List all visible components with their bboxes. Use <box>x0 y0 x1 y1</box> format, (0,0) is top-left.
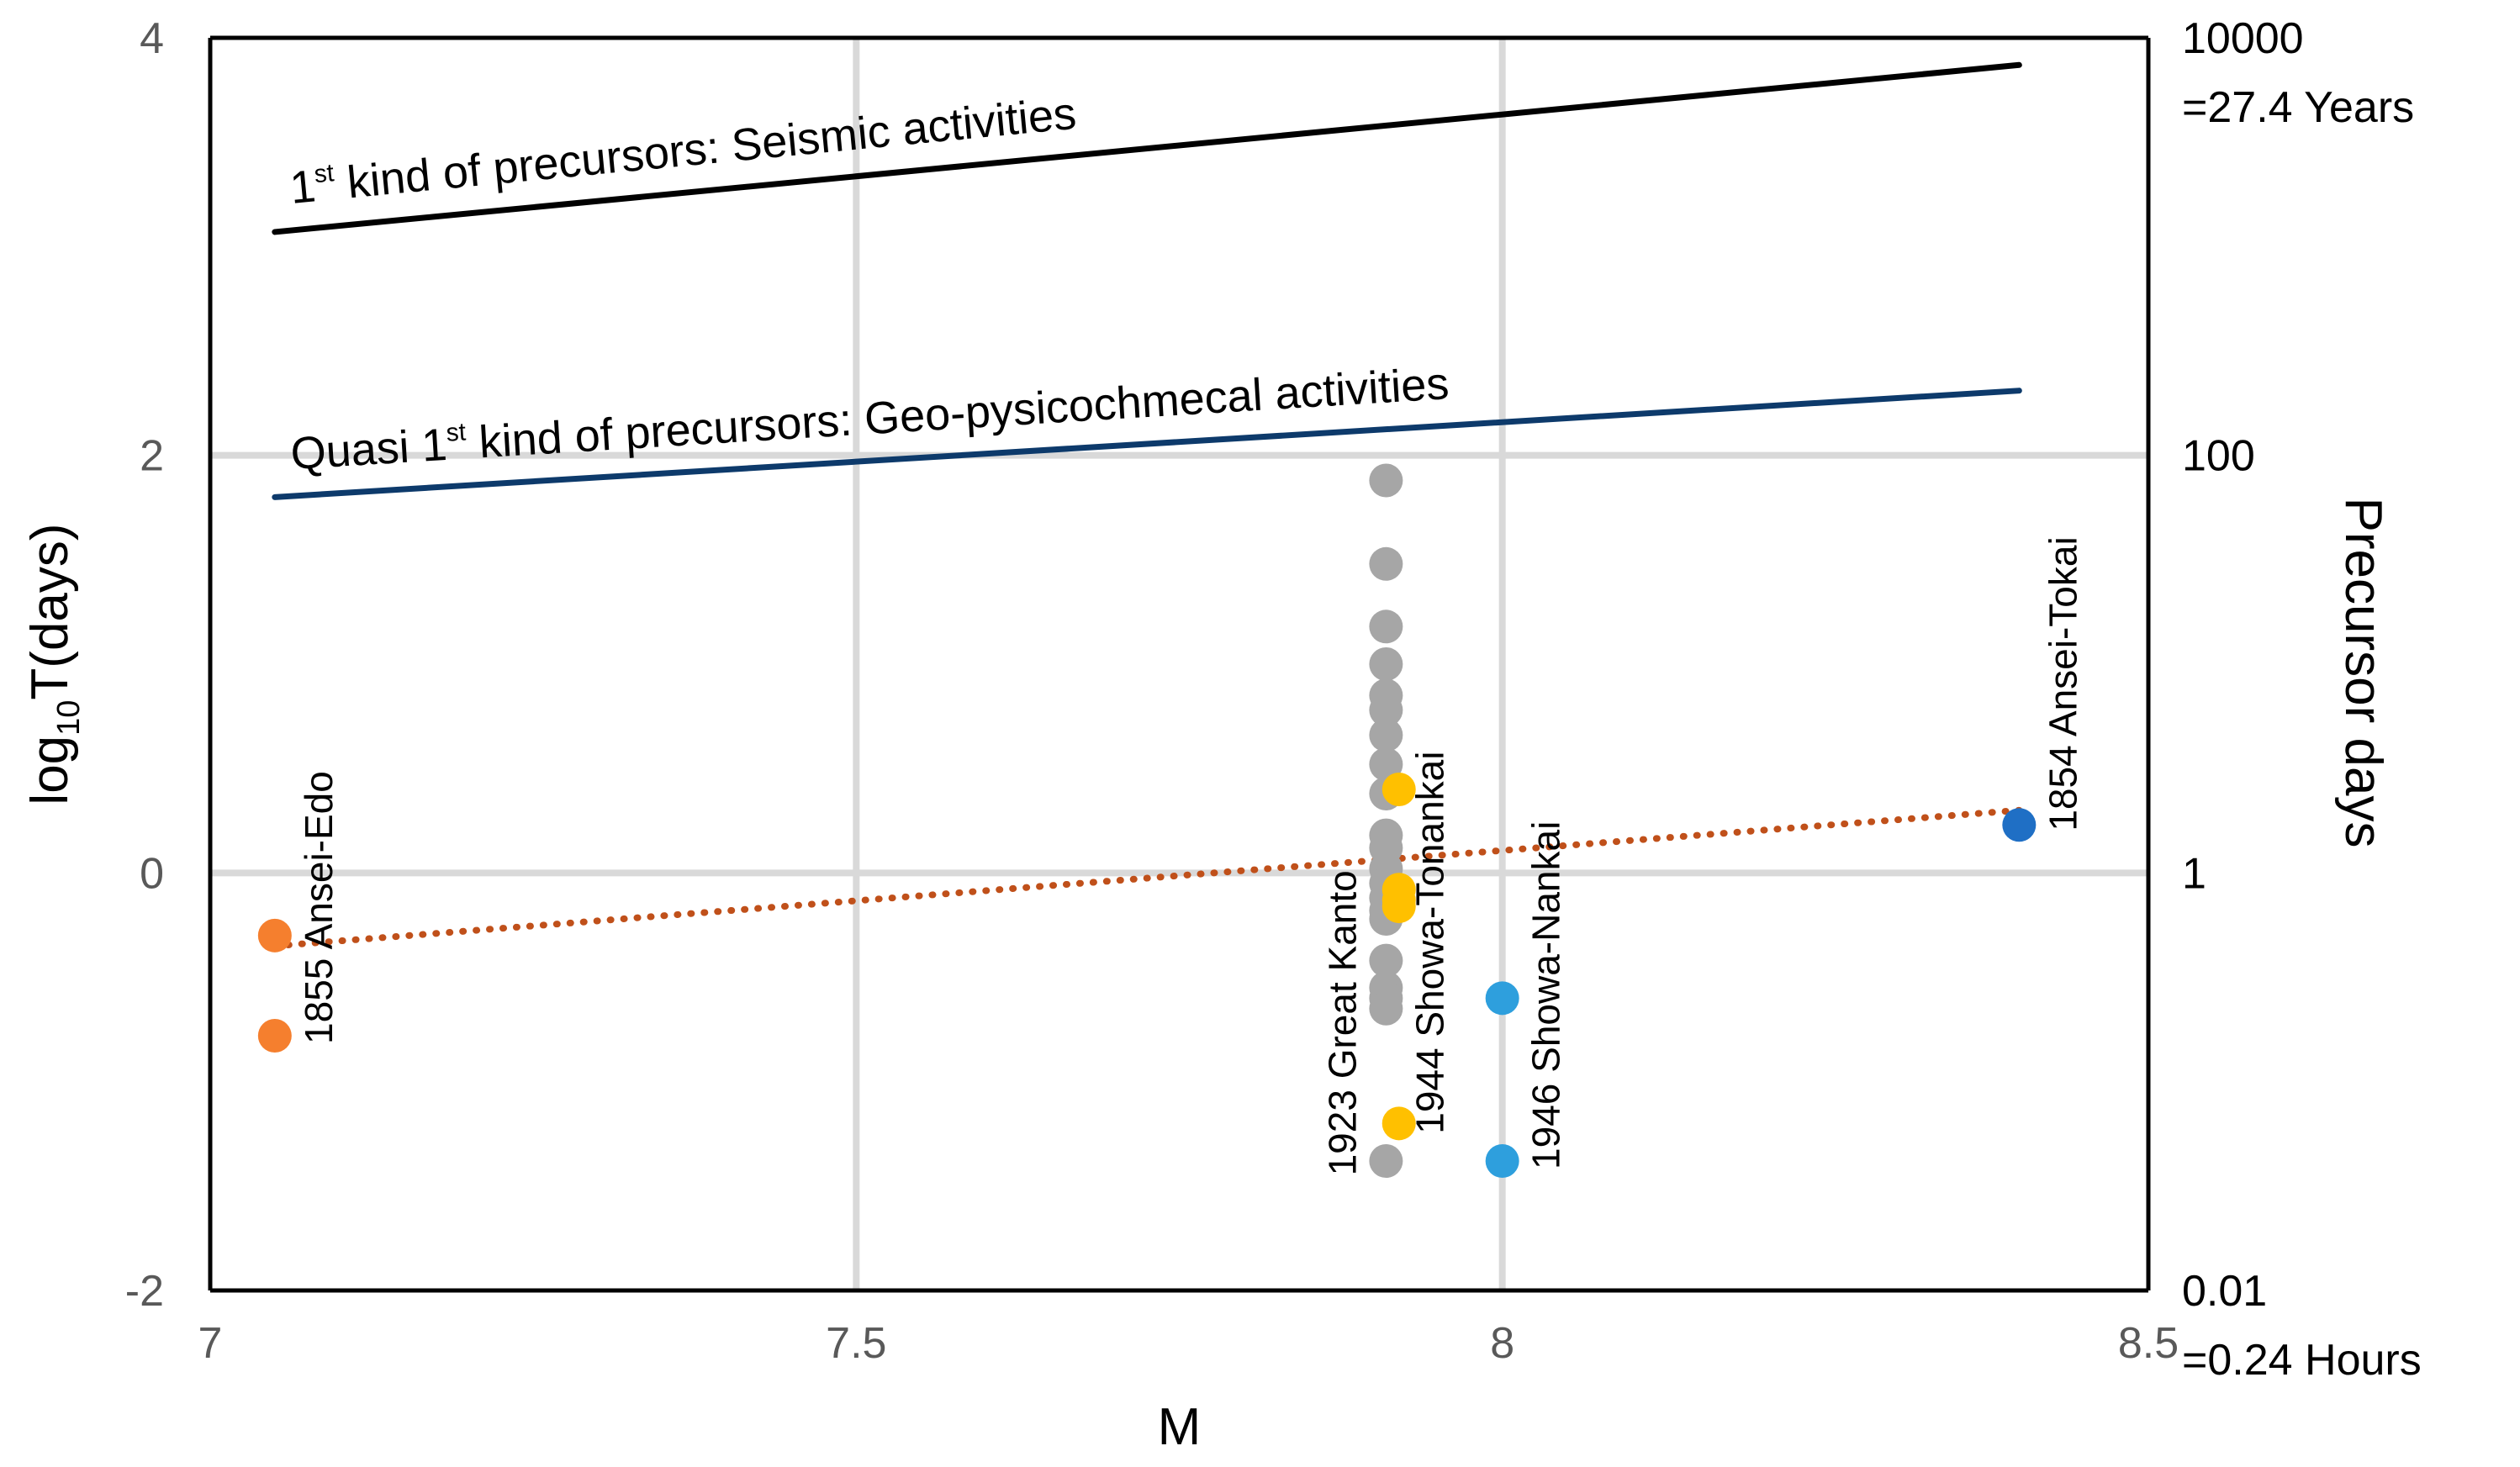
y-axis-title-part: 10 <box>51 700 87 736</box>
y-axis-title: log10T(days) <box>21 523 87 805</box>
right-tick-line: 10000 <box>2182 14 2304 63</box>
data-point <box>2002 808 2037 842</box>
data-point <box>1485 1144 1519 1179</box>
right-tick-line: 1 <box>2182 849 2206 898</box>
y-tick-label: 4 <box>140 14 164 63</box>
data-point <box>257 1019 292 1053</box>
x-tick-label: 7.5 <box>826 1319 886 1368</box>
y-tick-label: -2 <box>125 1267 164 1316</box>
y-axis-title-part: log <box>21 736 79 805</box>
data-point <box>1369 1144 1403 1179</box>
event-label: 1923 Great Kanto <box>1320 870 1364 1175</box>
right-tick-label: 0.01 =0.24 Hours <box>2182 1267 2422 1385</box>
right-tick-line: =27.4 Years <box>2182 83 2414 132</box>
right-tick-label: 10000 =27.4 Years <box>2182 14 2414 132</box>
y-axis-title-part: T(days) <box>21 523 79 699</box>
data-point <box>1382 889 1416 924</box>
event-label: 1946 Showa-Nankai <box>1524 821 1568 1169</box>
event-labels: 1855 Ansei-Edo 1923 Great Kanto 1944 Showa… <box>297 536 2084 1175</box>
right-tick-line: 0.01 <box>2182 1267 2267 1316</box>
event-label: 1855 Ansei-Edo <box>297 771 341 1044</box>
data-point <box>1369 546 1403 581</box>
data-point <box>1369 693 1403 727</box>
data-point <box>1369 463 1403 498</box>
trend-line <box>271 806 2023 950</box>
seismic-label-part: 1 <box>288 161 318 214</box>
y-tick-label: 0 <box>140 849 164 898</box>
geo-label-part: st <box>446 418 468 446</box>
x-tick-label: 8 <box>1490 1319 1514 1368</box>
data-point <box>1485 981 1519 1016</box>
data-point <box>1369 747 1403 782</box>
axis-ticks: 7 7.5 8 8.5 -2 0 2 4 10000 =27.4 Years 100 1 0.01 =0.… <box>125 14 2422 1385</box>
seismic-line <box>272 61 2022 235</box>
y-tick-label: 2 <box>140 432 164 481</box>
x-axis-title: M <box>1158 1398 1202 1456</box>
event-label: 1944 Showa-Tonankai <box>1408 752 1451 1134</box>
data-point <box>1382 1106 1416 1141</box>
geo-label-part: Quasi 1 <box>289 420 448 479</box>
data-point <box>1369 718 1403 752</box>
data-point <box>1369 943 1403 978</box>
y2-axis-title: Precursor days <box>2334 498 2392 848</box>
scatter-points <box>257 463 2037 1179</box>
data-point <box>1369 647 1403 681</box>
seismic-label-part: st <box>313 159 335 188</box>
geo-line <box>272 388 2022 500</box>
right-tick-label: 100 <box>2182 432 2255 481</box>
data-point <box>1382 773 1416 806</box>
x-tick-label: 8.5 <box>2118 1319 2179 1368</box>
data-point <box>257 918 292 952</box>
plot-frame <box>208 35 2151 1293</box>
data-point <box>1369 609 1403 644</box>
right-tick-line: 100 <box>2182 432 2255 481</box>
gridlines <box>210 38 2148 1290</box>
right-tick-label: 1 <box>2182 849 2206 898</box>
x-tick-label: 7 <box>198 1319 223 1368</box>
right-tick-line: =0.24 Hours <box>2182 1336 2422 1385</box>
event-label: 1854 Ansei-Tokai <box>2041 536 2084 831</box>
data-point <box>1369 991 1403 1026</box>
